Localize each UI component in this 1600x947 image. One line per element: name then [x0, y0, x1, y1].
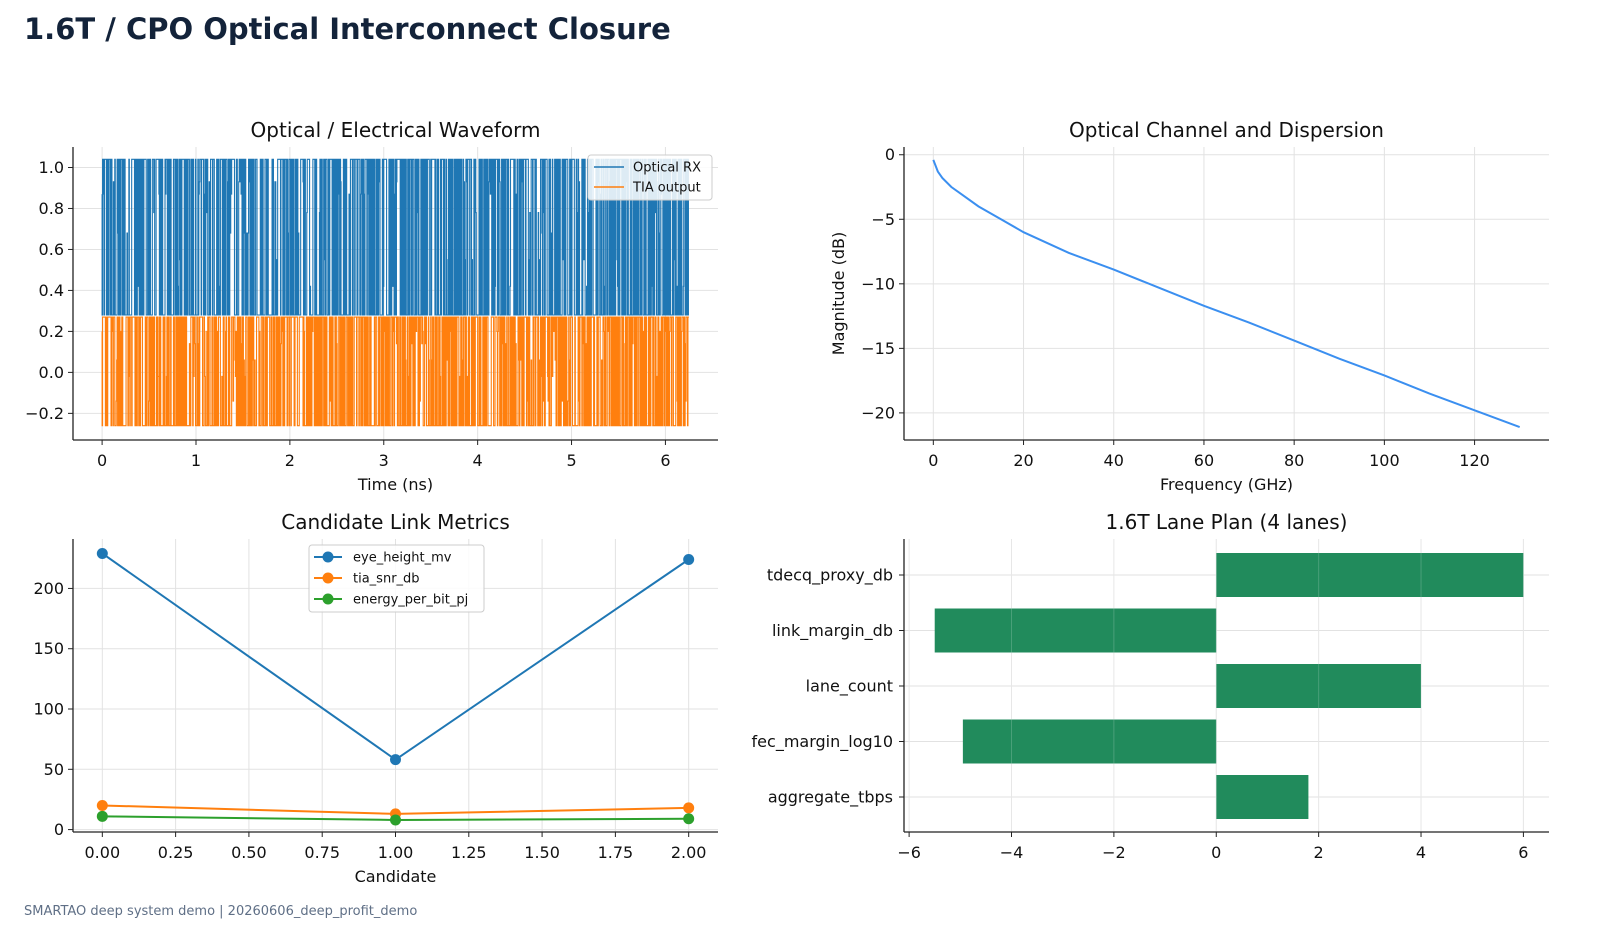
- y-tick-label: 0: [54, 820, 64, 839]
- y-tick-label: fec_margin_log10: [752, 732, 893, 752]
- y-tick-label: 0.0: [39, 363, 64, 382]
- legend-label: TIA output: [632, 181, 701, 196]
- legend-marker: [322, 593, 334, 605]
- x-tick-label: 2: [285, 451, 295, 470]
- data-point-tia-snr-db: [683, 802, 695, 814]
- y-tick-label: 50: [44, 760, 64, 779]
- x-axis-label: Frequency (GHz): [1160, 475, 1293, 494]
- x-tick-label: 1.50: [524, 843, 560, 862]
- x-tick-label: 1: [191, 451, 201, 470]
- x-tick-label: 0.75: [304, 843, 340, 862]
- y-tick-label: 0: [885, 145, 895, 164]
- x-tick-label: 6: [1518, 843, 1528, 862]
- x-tick-label: −6: [897, 843, 921, 862]
- bar-link-margin-db: [934, 608, 1217, 653]
- data-point-eye-height-mv: [390, 754, 401, 766]
- page-title: 1.6T / CPO Optical Interconnect Closure: [24, 12, 671, 46]
- bar-tdecq-proxy-db: [1216, 553, 1524, 597]
- y-tick-label: 0.6: [39, 240, 64, 259]
- y-tick-label: 150: [33, 639, 64, 658]
- x-tick-label: 80: [1284, 451, 1304, 470]
- bar-lane-count: [1216, 664, 1422, 708]
- x-tick-label: 20: [1013, 451, 1033, 470]
- data-point-tia-snr-db: [96, 799, 108, 811]
- y-tick-label: lane_count: [806, 677, 893, 697]
- chart-title: Optical / Electrical Waveform: [251, 118, 541, 142]
- x-tick-label: 0.50: [231, 843, 267, 862]
- x-tick-label: 4: [1416, 843, 1426, 862]
- x-axis-label: Candidate: [355, 867, 437, 886]
- legend-marker: [322, 572, 334, 584]
- y-tick-label: 1.0: [39, 158, 64, 177]
- x-tick-label: 2.00: [671, 843, 707, 862]
- x-tick-label: 0: [928, 451, 938, 470]
- legend-label: energy_per_bit_pj: [353, 593, 468, 608]
- chart-title: 1.6T Lane Plan (4 lanes): [1106, 510, 1348, 534]
- x-axis-label: Time (ns): [357, 475, 433, 494]
- legend-marker: [322, 551, 334, 563]
- x-tick-label: 6: [660, 451, 670, 470]
- series-line-tia-output: [101, 316, 689, 427]
- x-tick-label: 1.75: [598, 843, 634, 862]
- x-tick-label: 120: [1459, 451, 1490, 470]
- y-tick-label: −0.2: [25, 404, 64, 423]
- data-point-energy-per-bit-pj: [390, 814, 401, 826]
- x-tick-label: 40: [1104, 451, 1124, 470]
- legend-label: eye_height_mv: [353, 551, 452, 566]
- x-tick-label: 3: [379, 451, 389, 470]
- bar-aggregate-tbps: [1216, 775, 1309, 819]
- y-tick-label: link_margin_db: [772, 621, 893, 641]
- y-tick-label: aggregate_tbps: [768, 788, 893, 808]
- x-tick-label: 0: [97, 451, 107, 470]
- x-tick-label: 0.25: [158, 843, 194, 862]
- y-tick-label: −20: [861, 403, 895, 422]
- chart-title: Candidate Link Metrics: [281, 510, 510, 534]
- x-tick-label: 1.25: [451, 843, 487, 862]
- y-tick-label: tdecq_proxy_db: [767, 566, 893, 586]
- x-tick-label: 0: [1211, 843, 1221, 862]
- x-tick-label: 100: [1369, 451, 1400, 470]
- y-tick-label: −10: [861, 274, 895, 293]
- y-tick-label: 200: [33, 579, 64, 598]
- x-tick-label: 60: [1194, 451, 1214, 470]
- x-tick-label: 0.00: [85, 843, 121, 862]
- x-tick-label: 5: [566, 451, 576, 470]
- y-tick-label: −15: [861, 339, 895, 358]
- data-point-eye-height-mv: [96, 547, 108, 559]
- x-tick-label: 1.00: [378, 843, 414, 862]
- data-point-eye-height-mv: [683, 553, 695, 565]
- waveform-panel: Optical / Electrical Waveform 0 1 2 3 4 5 6 −0.2…: [25, 118, 718, 494]
- legend-label: tia_snr_db: [353, 572, 420, 587]
- y-tick-label: 0.2: [39, 322, 64, 341]
- bar-fec-margin-log10: [962, 719, 1217, 764]
- legend-label: Optical RX: [633, 161, 701, 176]
- metrics-panel: Candidate Link Metrics 0.00 0.25 0.50 0.75 1.…: [33, 510, 718, 886]
- x-tick-label: 2: [1314, 843, 1324, 862]
- y-tick-label: 0.4: [39, 281, 64, 300]
- x-tick-label: −2: [1102, 843, 1126, 862]
- data-point-energy-per-bit-pj: [96, 810, 108, 822]
- footer-text: SMARTAO deep system demo | 20260606_deep…: [24, 904, 418, 919]
- y-tick-label: −5: [871, 210, 895, 229]
- channel-panel: Optical Channel and Dispersion 0 20 40 60 80 1…: [829, 118, 1549, 494]
- y-tick-label: 100: [33, 700, 64, 719]
- y-tick-label: 0.8: [39, 199, 64, 218]
- lane-plan-panel: 1.6T Lane Plan (4 lanes) −6 −4 −2 0 2 4 6 tdecq_…: [752, 510, 1549, 862]
- x-tick-label: 4: [473, 451, 483, 470]
- chart-title: Optical Channel and Dispersion: [1069, 118, 1384, 142]
- legend-box: [308, 544, 485, 613]
- x-tick-label: −4: [1000, 843, 1024, 862]
- channel-response-line: [932, 159, 1521, 429]
- series-line-optical-rx: [101, 158, 689, 316]
- data-point-energy-per-bit-pj: [683, 813, 695, 825]
- y-axis-label: Magnitude (dB): [829, 232, 848, 355]
